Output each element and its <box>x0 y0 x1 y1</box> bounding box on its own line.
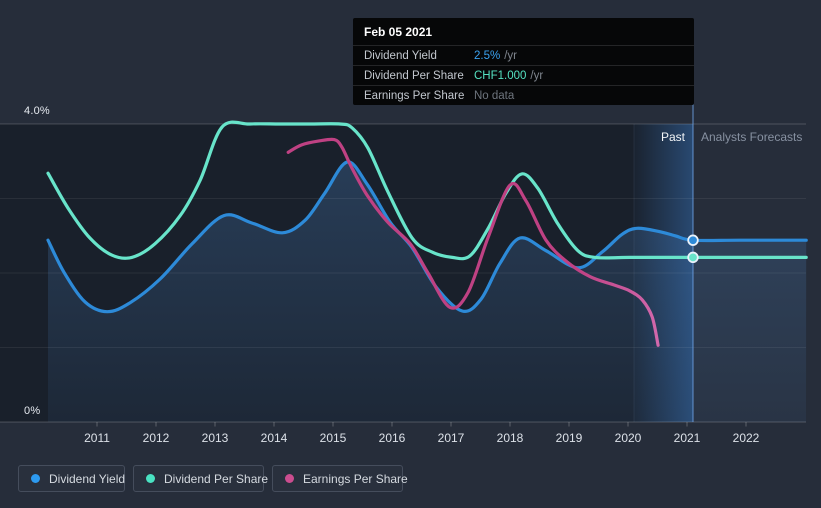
tooltip-row-dividend-yield: Dividend Yield 2.5% /yr <box>353 45 694 65</box>
x-axis-label: 2013 <box>201 431 229 445</box>
gridlines <box>0 123 806 427</box>
x-axis-label: 2020 <box>614 431 642 445</box>
tooltip-unit: /yr <box>504 49 517 62</box>
x-axis-label: 2014 <box>260 431 288 445</box>
chart-tooltip: Feb 05 2021 Dividend Yield 2.5% /yr Divi… <box>353 18 694 105</box>
x-axis-label: 2022 <box>732 431 760 445</box>
current-period-band <box>634 124 693 422</box>
tooltip-label: Dividend Yield <box>364 49 437 62</box>
legend-label: Earnings Per Share <box>303 471 408 486</box>
x-axis-label: 2012 <box>142 431 170 445</box>
tooltip-date: Feb 05 2021 <box>364 25 433 39</box>
tooltip-label: Earnings Per Share <box>364 89 465 102</box>
x-axis-label: 2018 <box>496 431 524 445</box>
dividend-yield-area <box>48 161 807 423</box>
earnings-per-share-line <box>286 137 660 347</box>
legend-item-dividend-yield[interactable]: Dividend Yield <box>18 465 125 492</box>
tooltip-value: 2.5% <box>474 49 501 62</box>
legend-label: Dividend Yield <box>49 471 126 486</box>
forecast-region-label: Analysts Forecasts <box>701 130 803 144</box>
earnings-per-share-dot-icon <box>285 474 294 483</box>
x-axis-label: 2011 <box>84 431 110 445</box>
x-axis-label: 2017 <box>437 431 465 445</box>
dividend-per-share-line <box>46 120 808 261</box>
chart-legend: Dividend Yield Dividend Per Share Earnin… <box>18 465 408 492</box>
legend-label: Dividend Per Share <box>164 471 269 486</box>
tooltip-label: Dividend Per Share <box>364 69 464 82</box>
x-axis-label: 2021 <box>673 431 701 445</box>
tooltip-row-dividend-per-share: Dividend Per Share CHF1.000 /yr <box>353 65 694 85</box>
x-axis-labels: 2011 2012 2013 2014 2015 2016 2017 2018 2019 2020… <box>0 431 821 447</box>
dividend-yield-marker[interactable] <box>687 234 699 246</box>
legend-item-dividend-per-share[interactable]: Dividend Per Share <box>133 465 268 492</box>
tooltip-unit: /yr <box>530 69 544 82</box>
y-axis-label-max: 4.0% <box>24 105 50 117</box>
tooltip-value: No data <box>474 89 515 102</box>
x-axis-label: 2019 <box>555 431 583 445</box>
dividend-yield-dot-icon <box>31 474 40 483</box>
tooltip-row-earnings-per-share: Earnings Per Share No data <box>353 85 694 105</box>
legend-item-earnings-per-share[interactable]: Earnings Per Share <box>272 465 408 492</box>
series-lines <box>46 120 808 347</box>
y-axis-label-min: 0% <box>24 405 41 417</box>
x-axis-label: 2015 <box>319 431 347 445</box>
dividend-per-share-marker[interactable] <box>687 251 699 264</box>
x-axis-label: 2016 <box>378 431 406 445</box>
dividend-per-share-dot-icon <box>146 474 155 483</box>
tooltip-value: CHF1.000 <box>474 69 527 82</box>
past-region-label: Past <box>660 130 685 144</box>
